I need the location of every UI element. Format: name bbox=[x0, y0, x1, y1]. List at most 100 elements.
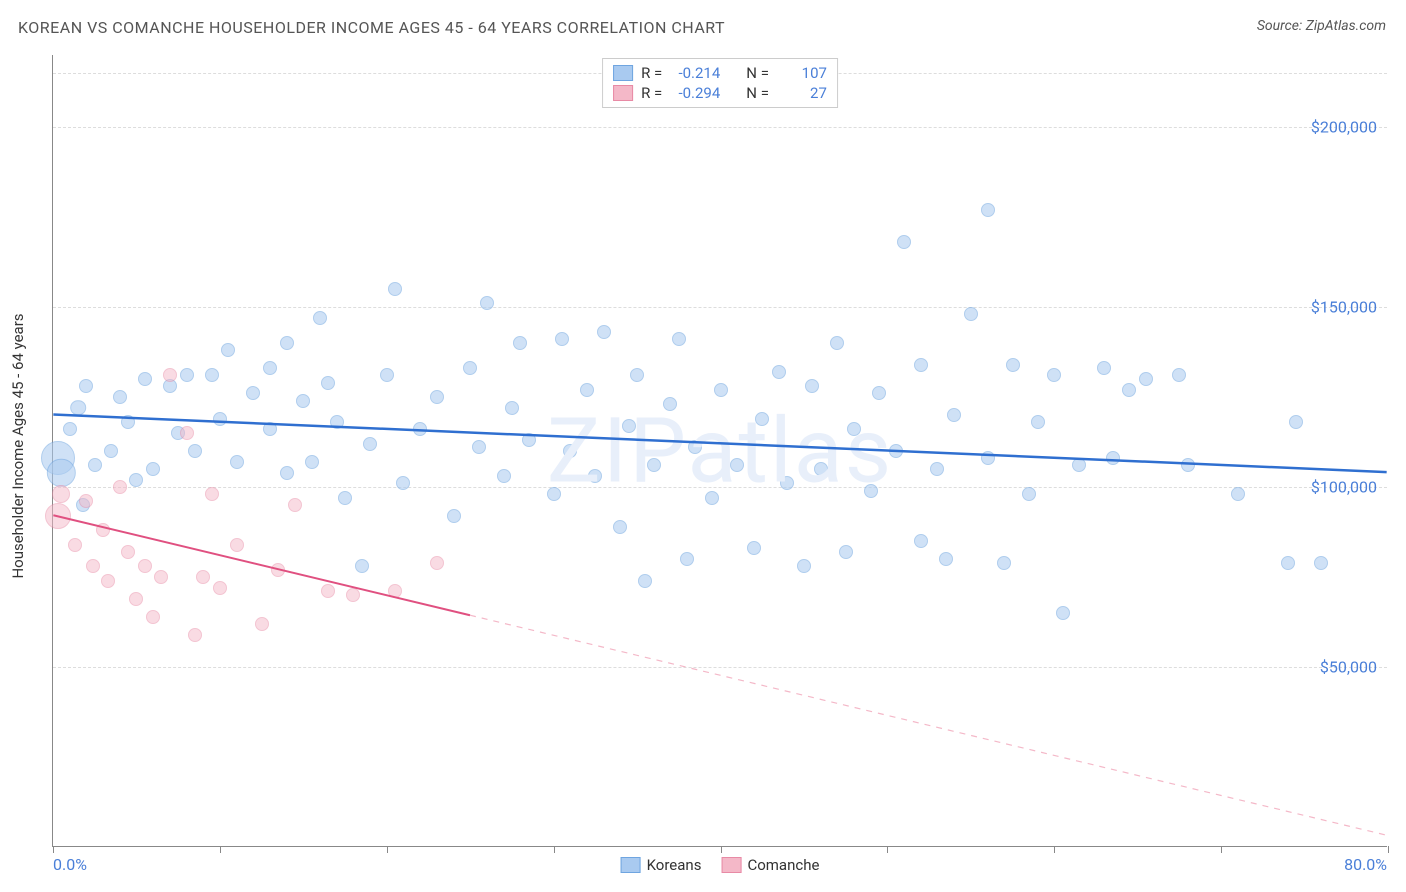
data-point bbox=[805, 379, 819, 393]
trend-lines bbox=[53, 55, 1387, 846]
data-point bbox=[1122, 383, 1136, 397]
data-point bbox=[255, 617, 269, 631]
data-point bbox=[101, 574, 115, 588]
data-point bbox=[939, 552, 953, 566]
x-tick bbox=[721, 846, 722, 853]
legend-swatch-comanche-icon bbox=[721, 857, 741, 873]
data-point bbox=[45, 503, 71, 529]
data-point bbox=[163, 368, 177, 382]
legend-swatch-koreans bbox=[613, 65, 633, 81]
data-point bbox=[88, 458, 102, 472]
data-point bbox=[1231, 487, 1245, 501]
data-point bbox=[246, 386, 260, 400]
data-point bbox=[70, 400, 86, 416]
data-point bbox=[321, 584, 335, 598]
data-point bbox=[872, 386, 886, 400]
data-point bbox=[930, 462, 944, 476]
data-point bbox=[180, 426, 194, 440]
data-point bbox=[1139, 372, 1153, 386]
data-point bbox=[1281, 556, 1295, 570]
y-axis-title: Householder Income Ages 45 - 64 years bbox=[9, 313, 27, 578]
x-tick bbox=[887, 846, 888, 853]
data-point bbox=[138, 372, 152, 386]
data-point bbox=[622, 419, 636, 433]
data-point bbox=[1047, 368, 1061, 382]
data-point bbox=[296, 394, 310, 408]
data-point bbox=[96, 523, 110, 537]
data-point bbox=[196, 570, 210, 584]
legend-n-label: N = bbox=[746, 64, 769, 82]
data-point bbox=[188, 444, 202, 458]
data-point bbox=[647, 458, 661, 472]
data-point bbox=[847, 422, 861, 436]
data-point bbox=[1106, 451, 1120, 465]
data-point bbox=[714, 383, 728, 397]
data-point bbox=[146, 462, 160, 476]
legend-stats-row-0: R = -0.214 N = 107 bbox=[613, 63, 827, 83]
data-point bbox=[780, 476, 794, 490]
data-point bbox=[480, 296, 494, 310]
data-point bbox=[463, 361, 477, 375]
y-tick-label: $150,000 bbox=[1311, 298, 1377, 317]
data-point bbox=[563, 444, 577, 458]
data-point bbox=[1072, 458, 1086, 472]
legend-series-label-1: Comanche bbox=[747, 856, 819, 874]
data-point bbox=[363, 437, 377, 451]
legend-swatch-koreans-icon bbox=[621, 857, 641, 873]
data-point bbox=[947, 408, 961, 422]
data-point bbox=[613, 520, 627, 534]
data-point bbox=[680, 552, 694, 566]
legend-r-label: R = bbox=[641, 64, 662, 82]
chart-title: KOREAN VS COMANCHE HOUSEHOLDER INCOME AG… bbox=[18, 18, 725, 37]
x-tick bbox=[1388, 846, 1389, 853]
data-point bbox=[730, 458, 744, 472]
data-point bbox=[1097, 361, 1111, 375]
source-label: Source: ZipAtlas.com bbox=[1257, 18, 1386, 34]
data-point bbox=[180, 368, 194, 382]
data-point bbox=[1181, 458, 1195, 472]
data-point bbox=[638, 574, 652, 588]
data-point bbox=[79, 379, 93, 393]
data-point bbox=[271, 563, 285, 577]
data-point bbox=[672, 332, 686, 346]
legend-r-value-1: -0.294 bbox=[670, 84, 720, 102]
data-point bbox=[588, 469, 602, 483]
data-point bbox=[772, 365, 786, 379]
x-tick bbox=[53, 846, 54, 853]
data-point bbox=[688, 440, 702, 454]
x-tick bbox=[554, 846, 555, 853]
x-tick bbox=[1054, 846, 1055, 853]
data-point bbox=[547, 487, 561, 501]
data-point bbox=[1031, 415, 1045, 429]
data-point bbox=[505, 401, 519, 415]
data-point bbox=[355, 559, 369, 573]
data-point bbox=[447, 509, 461, 523]
data-point bbox=[864, 484, 878, 498]
data-point bbox=[705, 491, 719, 505]
data-point bbox=[305, 455, 319, 469]
data-point bbox=[522, 433, 536, 447]
legend-series-label-0: Koreans bbox=[647, 856, 702, 874]
data-point bbox=[86, 559, 100, 573]
y-tick-label: $200,000 bbox=[1311, 118, 1377, 137]
data-point bbox=[472, 440, 486, 454]
data-point bbox=[213, 412, 227, 426]
data-point bbox=[280, 336, 294, 350]
data-point bbox=[63, 422, 77, 436]
x-tick bbox=[1221, 846, 1222, 853]
data-point bbox=[113, 480, 127, 494]
data-point bbox=[981, 451, 995, 465]
data-point bbox=[747, 541, 761, 555]
data-point bbox=[280, 466, 294, 480]
data-point bbox=[313, 311, 327, 325]
data-point bbox=[230, 455, 244, 469]
data-point bbox=[839, 545, 853, 559]
x-tick bbox=[220, 846, 221, 853]
data-point bbox=[1289, 415, 1303, 429]
data-point bbox=[188, 628, 202, 642]
data-point bbox=[597, 325, 611, 339]
data-point bbox=[121, 415, 135, 429]
data-point bbox=[897, 235, 911, 249]
gridline bbox=[53, 487, 1387, 488]
x-tick bbox=[387, 846, 388, 853]
